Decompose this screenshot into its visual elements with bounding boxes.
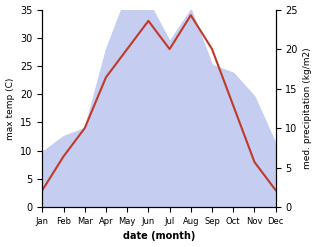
- X-axis label: date (month): date (month): [123, 231, 195, 242]
- Y-axis label: med. precipitation (kg/m2): med. precipitation (kg/m2): [303, 48, 313, 169]
- Y-axis label: max temp (C): max temp (C): [5, 77, 15, 140]
